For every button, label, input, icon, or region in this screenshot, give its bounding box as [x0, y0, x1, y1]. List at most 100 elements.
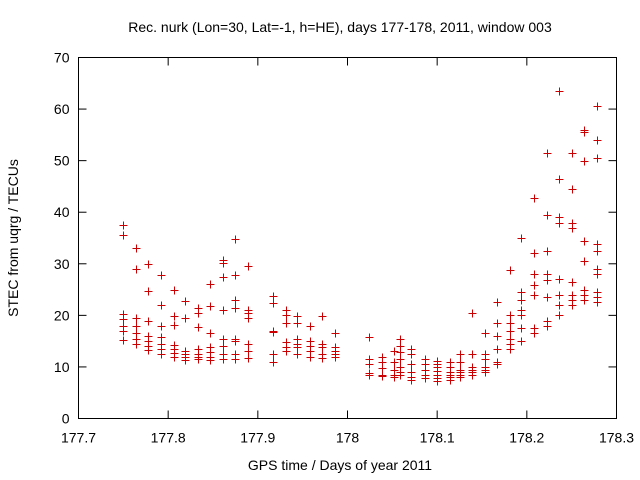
y-tick-label: 50 — [54, 153, 70, 169]
data-point — [144, 346, 153, 355]
data-point — [568, 301, 577, 310]
data-point — [555, 301, 564, 310]
data-point — [231, 271, 240, 280]
data-point — [390, 358, 399, 367]
data-point — [244, 314, 253, 323]
data-point — [318, 312, 327, 321]
data-point — [468, 350, 477, 359]
data-point — [493, 360, 502, 369]
data-point — [506, 327, 515, 336]
data-point — [543, 293, 552, 302]
data-point — [580, 157, 589, 166]
data-point — [365, 371, 374, 380]
data-point — [555, 87, 564, 96]
data-point — [219, 335, 228, 344]
data-point — [456, 350, 465, 359]
data-point — [456, 358, 465, 367]
data-point — [219, 306, 228, 315]
data-point — [119, 336, 128, 345]
data-point — [231, 355, 240, 364]
data-point — [468, 309, 477, 318]
data-point — [269, 328, 278, 337]
data-point — [119, 315, 128, 324]
data-point — [119, 327, 128, 336]
data-point — [407, 376, 416, 385]
data-point — [219, 259, 228, 268]
data-point — [132, 244, 141, 253]
data-point — [331, 329, 340, 338]
data-point — [119, 221, 128, 230]
data-point — [481, 329, 490, 338]
y-tick-label: 70 — [54, 50, 70, 66]
data-point — [231, 235, 240, 244]
y-axis-label: STEC from uqrg / TECUs — [5, 159, 21, 317]
data-point — [530, 329, 539, 338]
data-point — [244, 340, 253, 349]
data-point — [481, 355, 490, 364]
data-point — [282, 311, 291, 320]
data-point — [593, 102, 602, 111]
data-point — [219, 273, 228, 282]
x-tick-label: 177.9 — [240, 430, 275, 446]
data-point — [543, 211, 552, 220]
x-tick-label: 178.1 — [420, 430, 455, 446]
data-point — [593, 270, 602, 279]
data-point — [269, 299, 278, 308]
y-tick-label: 40 — [54, 204, 70, 220]
data-point — [493, 298, 502, 307]
data-point — [318, 354, 327, 363]
data-point — [555, 275, 564, 284]
data-point — [306, 322, 315, 331]
data-point — [396, 355, 405, 364]
data-point — [206, 302, 215, 311]
data-point — [555, 291, 564, 300]
data-point — [530, 281, 539, 290]
data-point — [132, 340, 141, 349]
data-point — [407, 350, 416, 359]
data-point — [407, 360, 416, 369]
data-point — [555, 311, 564, 320]
data-point — [119, 231, 128, 240]
data-point — [506, 311, 515, 320]
data-point — [580, 237, 589, 246]
x-tick-label: 178 — [336, 430, 360, 446]
chart-title: Rec. nurk (Lon=30, Lat=-1, h=HE), days 1… — [128, 19, 552, 35]
data-point — [421, 374, 430, 383]
data-point — [530, 194, 539, 203]
data-point — [157, 350, 166, 359]
data-point — [293, 350, 302, 359]
data-point — [481, 368, 490, 377]
data-point — [269, 350, 278, 359]
x-tick-label: 177.8 — [151, 430, 186, 446]
data-point — [144, 317, 153, 326]
data-point — [593, 298, 602, 307]
data-point — [593, 154, 602, 163]
data-point — [170, 286, 179, 295]
data-point — [331, 353, 340, 362]
data-point — [306, 353, 315, 362]
data-point — [170, 321, 179, 330]
data-point — [132, 265, 141, 274]
data-point — [493, 332, 502, 341]
data-point — [170, 312, 179, 321]
x-tick-label: 178.2 — [509, 430, 544, 446]
y-tick-label: 30 — [54, 256, 70, 272]
data-point — [132, 322, 141, 331]
data-point — [206, 356, 215, 365]
data-point — [206, 329, 215, 338]
data-point — [543, 276, 552, 285]
data-point — [206, 280, 215, 289]
data-point — [157, 301, 166, 310]
data-point — [269, 292, 278, 301]
data-point — [365, 360, 374, 369]
data-point — [244, 262, 253, 271]
data-point — [282, 319, 291, 328]
data-point — [244, 354, 253, 363]
data-point — [506, 345, 515, 354]
data-point — [530, 270, 539, 279]
data-point — [517, 296, 526, 305]
y-tick-label: 60 — [54, 101, 70, 117]
data-point — [517, 234, 526, 243]
data-point — [555, 219, 564, 228]
data-point — [157, 322, 166, 331]
